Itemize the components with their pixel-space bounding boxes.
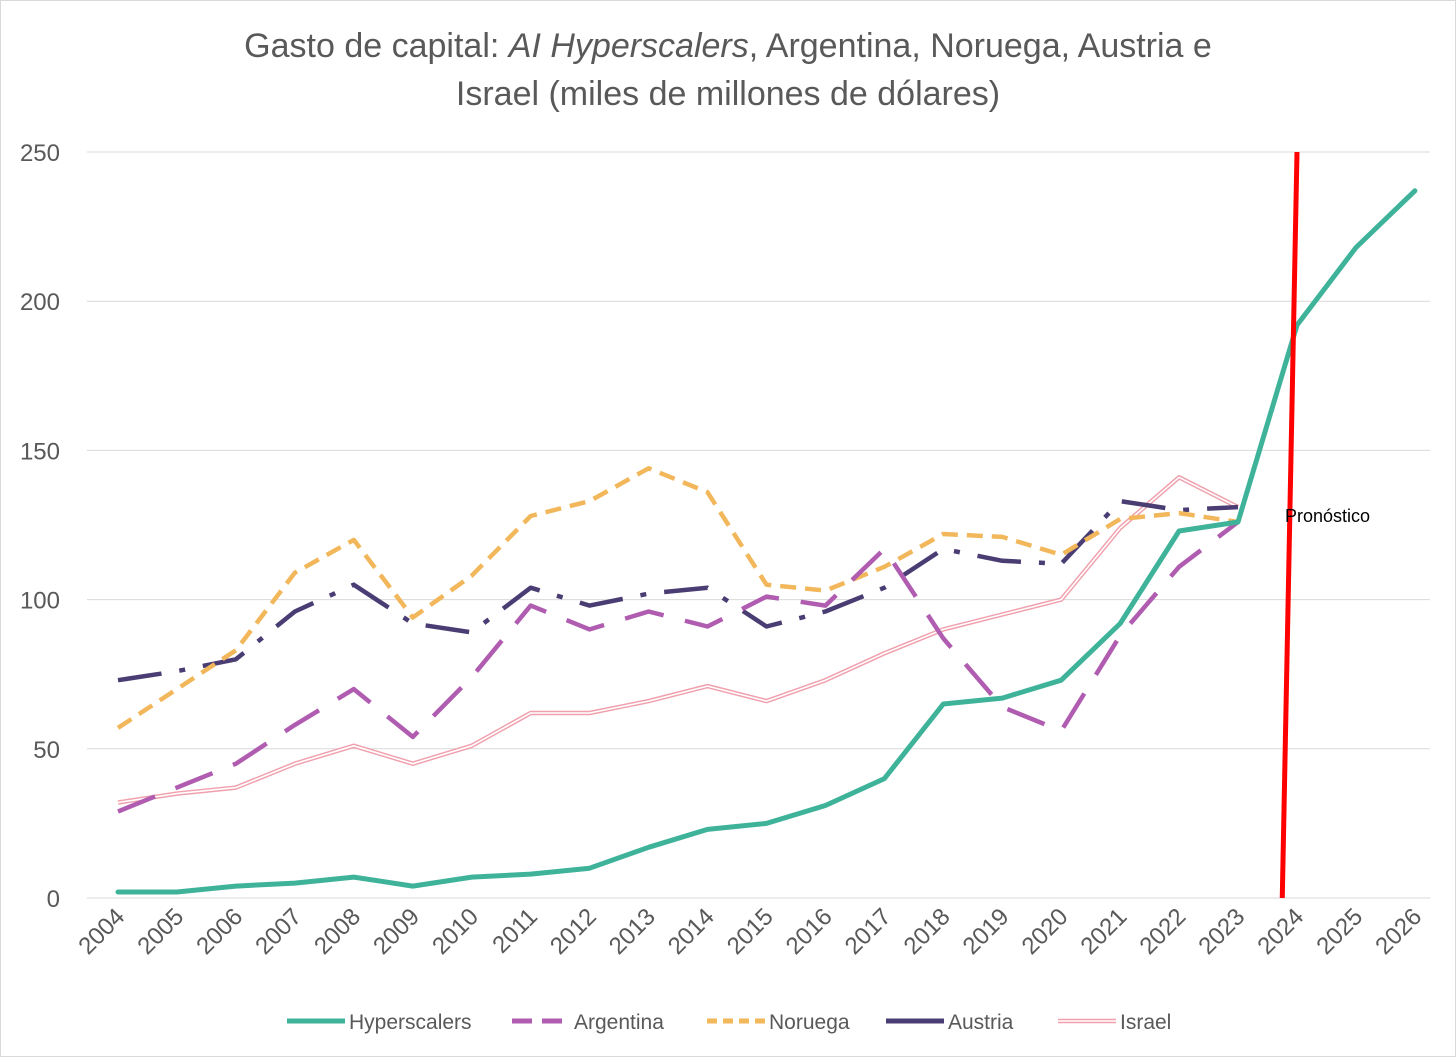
title-line-1: Gasto de capital: AI Hyperscalers, Argen… bbox=[0, 22, 1456, 70]
series-line-austria bbox=[117, 498, 1239, 683]
x-tick-label: 2018 bbox=[899, 903, 956, 960]
forecast-marker: Pronóstico bbox=[1279, 151, 1370, 899]
legend-label-argentina: Argentina bbox=[574, 1011, 664, 1034]
x-tick-label: 2022 bbox=[1134, 903, 1191, 960]
series-line-israel bbox=[117, 475, 1240, 805]
y-tick-label: 200 bbox=[20, 289, 60, 316]
legend-label-austria: Austria bbox=[948, 1011, 1014, 1034]
y-tick-label: 0 bbox=[47, 886, 60, 913]
title-rest: , Argentina, Noruega, Austria e bbox=[748, 27, 1212, 65]
series-lines bbox=[115, 188, 1418, 895]
x-tick-label: 2015 bbox=[722, 903, 779, 960]
series-line-argentina bbox=[117, 520, 1240, 814]
x-tick-label: 2008 bbox=[309, 903, 366, 960]
y-tick-label: 150 bbox=[20, 438, 60, 465]
series-line-israel-inner bbox=[117, 476, 1239, 804]
title-italic: AI Hyperscalers bbox=[508, 27, 749, 65]
x-tick-label: 2010 bbox=[427, 903, 484, 960]
x-tick-label: 2025 bbox=[1311, 903, 1368, 960]
y-tick-label: 50 bbox=[33, 737, 60, 764]
x-tick-label: 2012 bbox=[545, 903, 602, 960]
x-axis-ticks: 2004 2005 2006 2007 2008 2009 2010 2011 2012 2013… bbox=[73, 903, 1427, 960]
legend-label-noruega: Noruega bbox=[769, 1011, 850, 1034]
x-tick-label: 2013 bbox=[604, 903, 661, 960]
x-tick-label: 2017 bbox=[840, 903, 897, 960]
x-tick-label: 2011 bbox=[487, 903, 543, 959]
x-tick-label: 2009 bbox=[368, 903, 425, 960]
x-tick-label: 2014 bbox=[663, 903, 720, 960]
series-line-noruega bbox=[116, 466, 1239, 730]
x-tick-label: 2007 bbox=[250, 903, 307, 960]
series-line-hyperscalers bbox=[115, 188, 1418, 895]
chart-title: Gasto de capital: AI Hyperscalers, Argen… bbox=[0, 22, 1456, 118]
y-axis-ticks: 0 50 100 150 200 250 bbox=[20, 140, 60, 913]
title-line-2: Israel (miles de millones de dólares) bbox=[455, 75, 1001, 113]
x-tick-label: 2004 bbox=[73, 903, 130, 960]
legend-label-hyperscalers: Hyperscalers bbox=[349, 1011, 472, 1034]
legend: Hyperscalers Argentina Noruega Austria Israe… bbox=[287, 1011, 1171, 1034]
x-tick-label: 2016 bbox=[781, 903, 838, 960]
forecast-line bbox=[1279, 151, 1300, 899]
forecast-label: Pronóstico bbox=[1285, 506, 1370, 526]
x-tick-label: 2005 bbox=[132, 903, 189, 960]
title-prefix: Gasto de capital: bbox=[244, 27, 509, 65]
x-tick-label: 2021 bbox=[1076, 903, 1133, 960]
x-tick-label: 2026 bbox=[1370, 903, 1427, 960]
x-tick-label: 2023 bbox=[1193, 903, 1250, 960]
y-tick-label: 250 bbox=[20, 140, 60, 167]
y-tick-label: 100 bbox=[20, 588, 60, 615]
x-tick-label: 2020 bbox=[1017, 903, 1074, 960]
x-tick-label: 2019 bbox=[958, 903, 1015, 960]
legend-label-israel: Israel bbox=[1120, 1011, 1171, 1034]
x-tick-label: 2024 bbox=[1252, 903, 1309, 960]
x-tick-label: 2006 bbox=[191, 903, 248, 960]
